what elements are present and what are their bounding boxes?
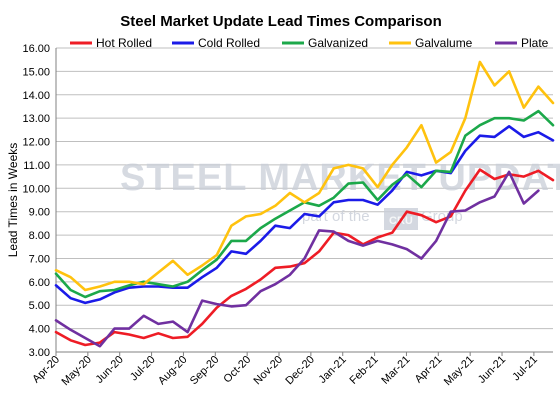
y-tick-label: 14.00 [22, 90, 50, 102]
y-tick-label: 15.00 [22, 66, 50, 78]
y-tick-label: 5.00 [29, 300, 50, 312]
axes [55, 48, 553, 356]
series-line-galvalume [54, 60, 555, 292]
series-lines [54, 60, 555, 348]
series-line-plate [54, 170, 540, 348]
y-tick-label: 6.00 [29, 277, 50, 289]
chart-title: Steel Market Update Lead Times Compariso… [120, 13, 441, 30]
series-line-hot-rolled [54, 168, 555, 347]
watermark-sub-before: part of the [302, 208, 370, 225]
y-tick-labels: 3.00 4.00 5.00 6.00 7.00 8.00 9.00 10.00 11.00 12… [22, 43, 50, 359]
legend: Hot Rolled Cold Rolled Galvanized Galvalume… [70, 36, 549, 50]
legend-label: Galvanized [308, 36, 368, 50]
legend-label: Hot Rolled [96, 36, 152, 50]
y-tick-label: 3.00 [29, 347, 50, 359]
y-tick-label: 10.00 [22, 183, 50, 195]
legend-label: Cold Rolled [198, 36, 260, 50]
y-tick-label: 7.00 [29, 253, 50, 265]
legend-label: Plate [521, 36, 549, 50]
y-tick-label: 11.00 [23, 160, 50, 172]
legend-label: Galvalume [415, 36, 473, 50]
y-axis-label: Lead Times in Weeks [6, 143, 20, 258]
y-tick-label: 13.00 [22, 113, 50, 125]
y-tick-label: 9.00 [29, 207, 50, 219]
series-line-cold-rolled [54, 125, 555, 305]
y-tick-label: 4.00 [29, 324, 50, 336]
y-tick-label: 8.00 [29, 230, 50, 242]
y-tick-label: 12.00 [22, 137, 50, 149]
y-tick-label: 16.00 [22, 43, 50, 55]
